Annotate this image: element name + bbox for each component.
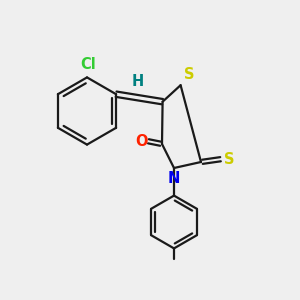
Text: Cl: Cl	[81, 57, 96, 72]
Text: S: S	[224, 152, 235, 166]
Text: S: S	[184, 67, 194, 82]
Text: O: O	[135, 134, 148, 148]
Text: H: H	[132, 74, 144, 89]
Text: N: N	[168, 171, 180, 186]
